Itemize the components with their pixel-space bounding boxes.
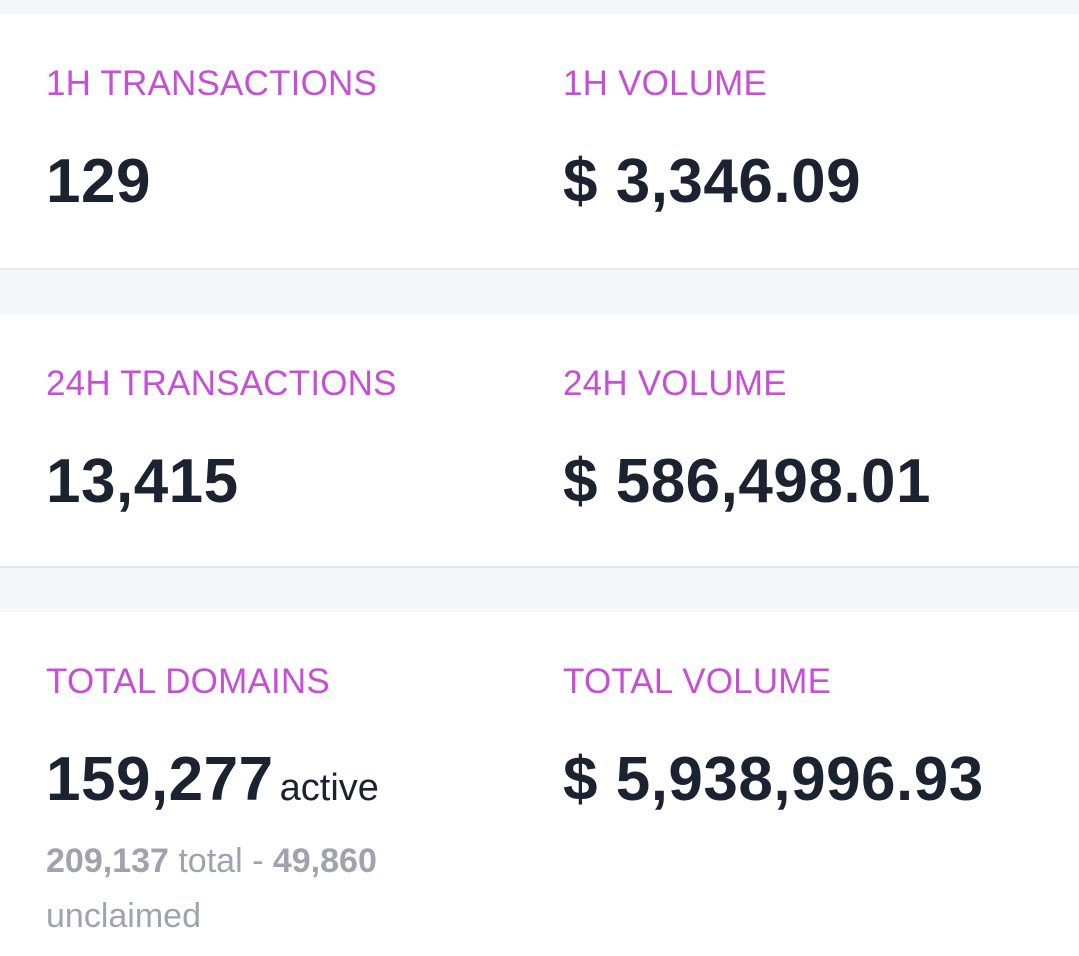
stat-label: 1H VOLUME: [563, 64, 768, 103]
stat-label: 1H TRANSACTIONS: [46, 64, 378, 103]
unclaimed-domains-count: 49,860: [272, 842, 377, 880]
domains-breakdown: 209,137 total - 49,860 unclaimed: [46, 834, 466, 944]
total-domains-label: total -: [178, 842, 264, 880]
stat-value: $ 5,938,996.93: [563, 745, 984, 814]
stat-value: 13,415: [46, 447, 239, 516]
stat-label: TOTAL VOLUME: [563, 662, 832, 701]
stat-value: 129: [46, 147, 151, 216]
stats-card-total: TOTAL DOMAINS 159,277 active 209,137 tota…: [0, 612, 1079, 956]
stat-label: 24H TRANSACTIONS: [46, 364, 397, 403]
stat-value: $ 586,498.01: [563, 447, 932, 516]
total-domains-count: 209,137: [46, 842, 169, 880]
stat-value: $ 3,346.09: [563, 147, 862, 216]
stats-card-24h: 24H TRANSACTIONS 13,415 24H VOLUME $ 586…: [0, 314, 1079, 568]
stat-value: 159,277: [46, 745, 274, 814]
stat-label: 24H VOLUME: [563, 364, 787, 403]
unclaimed-domains-label: unclaimed: [46, 897, 201, 935]
stat-label: TOTAL DOMAINS: [46, 662, 330, 701]
stat-value-suffix: active: [279, 767, 379, 809]
stat-value-wrapper: 159,277 active: [46, 744, 379, 824]
stats-card-1h: 1H TRANSACTIONS 129 1H VOLUME $ 3,346.09: [0, 14, 1079, 270]
